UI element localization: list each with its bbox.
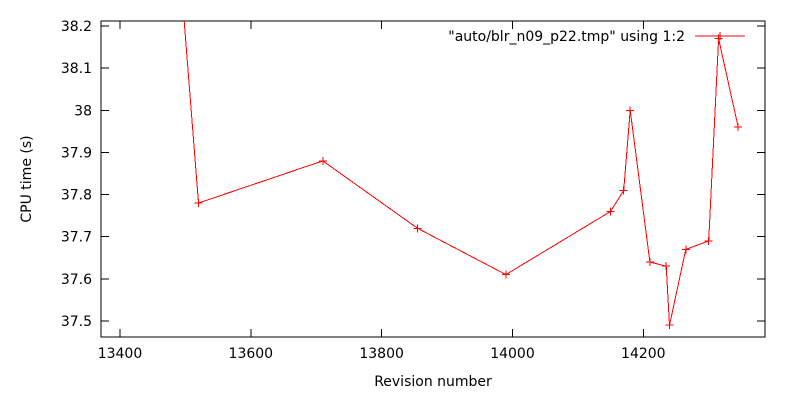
series-group — [183, 21, 743, 330]
data-point-marker — [645, 258, 654, 267]
data-point-marker — [501, 270, 510, 279]
y-tick-label: 38 — [74, 103, 92, 119]
x-tick-label: 13600 — [229, 346, 274, 362]
data-point-marker — [413, 224, 422, 233]
y-tick-label: 37.7 — [61, 230, 92, 246]
data-point-marker — [714, 34, 723, 43]
x-tick-label: 14000 — [490, 346, 535, 362]
y-tick-label: 37.8 — [61, 188, 92, 204]
y-tick-label: 37.6 — [61, 272, 92, 288]
data-polyline — [183, 21, 739, 326]
data-point-marker — [318, 156, 327, 165]
data-point-marker — [606, 207, 615, 216]
y-tick-label: 38.2 — [61, 19, 92, 35]
data-point-marker — [662, 262, 671, 271]
data-point-marker — [194, 199, 203, 208]
x-tick-label: 13800 — [359, 346, 404, 362]
data-point-marker — [619, 186, 628, 195]
legend-label: "auto/blr_n09_p22.tmp" using 1:2 — [448, 29, 685, 45]
plot-frame — [100, 20, 766, 338]
data-point-marker — [704, 236, 713, 245]
y-axis-label: CPU time (s) — [19, 135, 35, 222]
y-tick-label: 37.9 — [61, 145, 92, 161]
data-point-marker — [734, 123, 743, 132]
y-tick-label: 38.1 — [61, 61, 92, 77]
data-point-marker — [626, 106, 635, 115]
x-tick-label: 13400 — [98, 346, 143, 362]
data-point-marker — [681, 245, 690, 254]
x-axis-label: Revision number — [374, 374, 492, 390]
y-tick-label: 37.5 — [61, 314, 92, 330]
x-tick-label: 14200 — [621, 346, 666, 362]
data-point-marker — [665, 321, 674, 330]
